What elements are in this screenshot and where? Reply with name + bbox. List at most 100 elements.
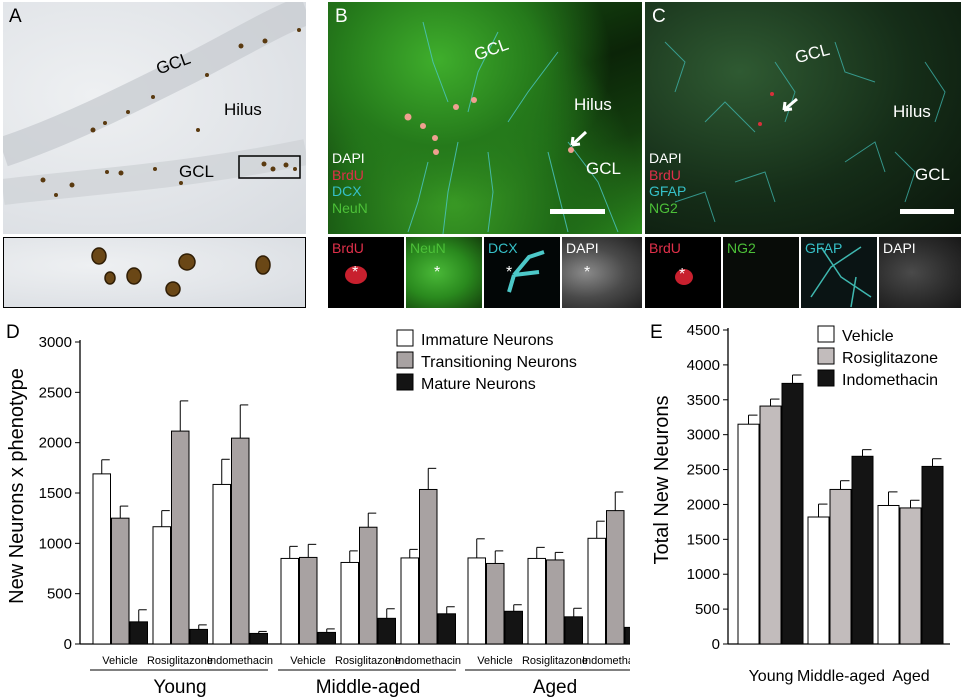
- asterisk: *: [434, 264, 441, 281]
- y-tick-label: 1500: [687, 531, 720, 548]
- bar-mature-neurons-2: [189, 628, 208, 645]
- bar-indomethacin-1: [781, 382, 804, 645]
- y-tick-label: 1000: [39, 535, 72, 552]
- y-tick-label: 2000: [39, 435, 72, 452]
- y-tick-label: 500: [47, 586, 72, 603]
- x-tick-label-middle-aged: Middle-aged: [797, 668, 885, 685]
- bar-immature-neurons-9: [587, 537, 606, 645]
- y-tick-label: 2000: [687, 496, 720, 513]
- panel-c-label-gcl-bottom: GCL: [915, 165, 950, 184]
- bar-indomethacin-2: [851, 455, 874, 645]
- thumb-label: NeuN: [410, 240, 446, 256]
- panel-c-image: C GCL Hilus GCL DAPI BrdU GFAP NG2: [645, 2, 961, 234]
- bar-transitioning-neurons-3: [231, 437, 250, 645]
- bar-transitioning-neurons-5: [359, 526, 378, 645]
- thumb-label: BrdU: [332, 240, 364, 256]
- legend-label-mature-neurons: Mature Neurons: [421, 376, 536, 393]
- asterisk: *: [679, 266, 686, 283]
- asterisk: *: [352, 264, 359, 281]
- chart-d: D New Neurons x phenotype 0 500 1000 1500 20…: [6, 322, 630, 698]
- y-tick-label: 4500: [687, 322, 720, 339]
- x-tick-label-indomethacin: Indomethacin: [582, 655, 630, 667]
- legend-label-vehicle: Vehicle: [842, 328, 894, 345]
- stain-brdu: BrdU: [332, 166, 364, 183]
- panel-b-stain-list: DAPI BrdU DCX NeuN: [332, 150, 368, 216]
- stain-dcx: DCX: [332, 183, 362, 199]
- thumb-label: DAPI: [883, 240, 916, 256]
- thumb-label: DAPI: [566, 240, 599, 256]
- y-tick-label: 2500: [39, 384, 72, 401]
- thumb-c-dapi: DAPI: [879, 237, 961, 308]
- chart-e-ylabel: Total New Neurons: [651, 396, 673, 565]
- y-tick-label: 3500: [687, 392, 720, 409]
- bar-immature-neurons-5: [340, 561, 359, 645]
- bar-transitioning-neurons-6: [419, 488, 438, 645]
- y-tick-label: 3000: [687, 427, 720, 444]
- legend-label-indomethacin: Indomethacin: [842, 372, 938, 389]
- asterisk: *: [584, 264, 591, 281]
- x-tick-label-rosiglitazone: Rosiglitazone: [335, 655, 401, 667]
- bar-transitioning-neurons-2: [171, 430, 190, 645]
- panel-a-label-hilus: Hilus: [224, 100, 262, 119]
- chart-d-ylabel: New Neurons x phenotype: [6, 368, 28, 604]
- legend-label-transitioning-neurons: Transitioning Neurons: [421, 354, 577, 371]
- stain-neun: NeuN: [332, 199, 368, 216]
- y-tick-label: 1000: [687, 566, 720, 583]
- panel-c-stain-list: DAPI BrdU GFAP NG2: [649, 150, 686, 216]
- bar-vehicle-1: [737, 423, 760, 645]
- bar-transitioning-neurons-7: [486, 562, 505, 645]
- thumb-b-neun: NeuN *: [406, 237, 482, 308]
- thumb-label: DCX: [488, 240, 518, 256]
- bar-transitioning-neurons-4: [299, 556, 318, 645]
- group-label-aged: Aged: [533, 677, 577, 698]
- panel-b-label-hilus: Hilus: [574, 95, 612, 114]
- stain-dapi: DAPI: [332, 150, 365, 166]
- panel-b-letter: B: [335, 6, 348, 27]
- bar-immature-neurons-3: [212, 483, 231, 645]
- panel-c-letter: C: [652, 6, 666, 27]
- asterisk: *: [506, 264, 513, 281]
- bar-immature-neurons-6: [400, 557, 419, 645]
- panel-a-image: A GCL Hilus GCL: [3, 2, 306, 234]
- y-tick-label: 2500: [687, 462, 720, 479]
- x-tick-label-indomethacin: Indomethacin: [207, 655, 273, 667]
- bar-rosiglitazone-3: [899, 507, 922, 645]
- y-tick-label: 1500: [39, 485, 72, 502]
- chart-e: E Total New Neurons 0 500 1000 1500 2000 2500…: [650, 322, 950, 685]
- thumb-label: NG2: [727, 240, 756, 256]
- panel-c-label-hilus: Hilus: [893, 102, 931, 121]
- bar-rosiglitazone-1: [759, 405, 782, 645]
- panel-a-letter: A: [9, 6, 22, 27]
- bar-mature-neurons-5: [377, 617, 396, 645]
- legend-label-rosiglitazone: Rosiglitazone: [842, 350, 938, 367]
- panel-e-letter: E: [650, 322, 663, 343]
- stain-brdu: BrdU: [649, 166, 681, 183]
- bar-mature-neurons-3: [249, 632, 268, 645]
- x-tick-label-young: Young: [749, 668, 794, 685]
- y-tick-label: 500: [695, 601, 720, 618]
- bar-immature-neurons-8: [527, 557, 546, 645]
- panel-b-label-gcl-bottom: GCL: [586, 159, 621, 178]
- legend-swatch-immature-neurons: [396, 329, 414, 347]
- x-tick-label-vehicle: Vehicle: [477, 655, 512, 667]
- thumb-label: GFAP: [805, 240, 843, 256]
- legend-swatch-indomethacin: [817, 369, 835, 387]
- thumb-b-brdu: BrdU *: [328, 237, 404, 308]
- thumb-c-ng2: NG2: [723, 237, 799, 308]
- thumb-c-brdu: BrdU *: [645, 237, 721, 308]
- x-tick-label-rosiglitazone: Rosiglitazone: [522, 655, 588, 667]
- x-tick-label-vehicle: Vehicle: [102, 655, 137, 667]
- bar-mature-neurons-8: [564, 616, 583, 645]
- thumb-b-dapi: DAPI *: [562, 237, 642, 308]
- x-tick-label-vehicle: Vehicle: [290, 655, 325, 667]
- group-label-young: Young: [153, 677, 206, 698]
- y-tick-label: 0: [712, 636, 720, 653]
- group-label-middle-aged: Middle-aged: [316, 677, 421, 698]
- bar-mature-neurons-1: [129, 621, 148, 645]
- stain-dapi: DAPI: [649, 150, 682, 166]
- bar-mature-neurons-6: [437, 613, 456, 645]
- thumb-b-dcx: DCX *: [484, 237, 560, 308]
- bar-indomethacin-3: [921, 465, 944, 645]
- panel-a-zoom-image: [3, 237, 306, 308]
- bar-immature-neurons-4: [280, 557, 299, 645]
